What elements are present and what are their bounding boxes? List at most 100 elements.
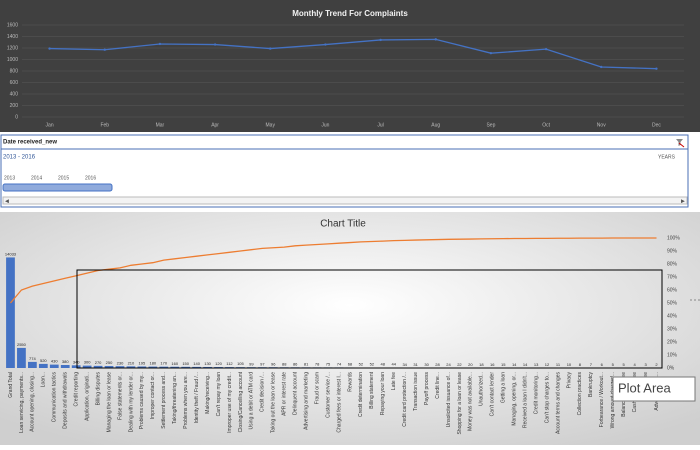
y2-tick-label: 40% [667,313,678,319]
trend-point [48,47,50,49]
y-tick-label: 200 [10,103,19,109]
x-tick-label: Aug [431,122,440,128]
bar [6,257,15,368]
timeline-year: 2015 [58,175,69,181]
trend-point [214,43,216,45]
y-tick-label: 800 [10,68,19,74]
y-tick-label: 600 [10,80,19,86]
data-label: 28 [435,362,440,367]
data-label: 78 [315,361,320,366]
x-tick-label: Problems caused by my... [139,372,145,429]
y2-tick-label: 30% [667,326,678,332]
data-label: 31 [413,362,418,367]
x-tick-label: Oct [542,122,550,128]
x-tick-label: Billing disputes [95,372,101,406]
x-tick-label: Making/receiving... [205,372,211,414]
bar [50,365,59,368]
data-label: 105 [237,361,244,366]
x-tick-label: Feb [100,122,109,128]
data-label: 99 [249,361,254,366]
x-tick-label: Bankruptcy [588,372,594,398]
slicer-level[interactable]: YEARS [658,154,676,160]
data-label: 130 [204,361,211,366]
trend-point [655,68,657,70]
bar [28,362,37,368]
slicer[interactable] [1,135,688,207]
scroll-left[interactable]: ◀ [5,198,9,204]
timeline-year: 2014 [31,175,42,181]
data-label: 74 [337,361,342,366]
scroll-right[interactable]: ▶ [681,198,685,204]
scrollbar[interactable] [3,197,687,204]
data-label: 68 [348,362,353,367]
slicer-range: 2013 - 2016 [3,155,36,161]
x-tick-label: May [266,122,276,128]
x-tick-label: Fraud or scam [314,372,320,404]
trend-point [379,39,381,41]
y-tick-label: 1000 [7,57,18,63]
timeline-year: 2016 [85,175,96,181]
data-label: 520 [40,358,47,363]
x-tick-label: Forbearance / Workout... [599,372,605,427]
x-tick-label: Credit card protection /... [402,372,408,427]
x-tick-label: Jan [46,122,54,128]
x-tick-label: Settlement process and... [161,372,167,429]
data-label: 20 [468,362,473,367]
x-tick-label: Credit reporting [74,372,80,407]
data-label: 97 [260,361,265,366]
x-tick-label: Unauthorized... [479,372,485,406]
data-label: 75 [326,361,331,366]
timeline-selection[interactable] [3,184,112,191]
data-label: 18 [479,362,484,367]
trend-point [269,47,271,49]
x-tick-label: Late fee [391,372,397,390]
x-tick-label: Can't stop charges to... [544,372,550,423]
data-label: 300 [84,360,91,365]
x-tick-label: Privacy [566,372,572,389]
data-label: 13 [534,362,539,367]
y2-tick-label: 0% [667,365,675,371]
x-tick-label: Collection practices [577,372,583,416]
x-tick-label: Account opening, closing... [30,372,36,432]
x-tick-label: Received a loan I didn't... [522,372,528,428]
x-tick-label: Closing/Cancelling account [238,371,244,432]
x-tick-label: Advertising and marketing [303,372,309,430]
y2-tick-label: 50% [667,300,678,306]
x-tick-label: Getting a loan [501,372,507,403]
chart-title: Chart Title [320,219,366,230]
data-label: 86 [293,361,298,366]
x-tick-label: Managing the loan or lease [106,372,112,433]
x-tick-label: Identity theft / Fraud /... [194,372,200,423]
data-label: 34 [402,362,407,367]
data-label: 15 [501,362,506,367]
data-label: 16 [490,362,495,367]
data-label: 14 [523,362,528,367]
x-tick-label: Dec [652,122,661,128]
data-label: 48 [381,362,386,367]
data-label: 44 [391,362,396,367]
x-tick-label: Loan... [41,372,47,387]
x-tick-label: Dealing with my lender or... [128,372,134,432]
data-label: 24 [446,362,451,367]
data-label: 430 [51,359,58,364]
data-label: 150 [182,361,189,366]
x-tick-label: Grand Total [8,372,14,398]
trend-point [324,43,326,45]
x-tick-label: Improper use of my credit... [227,372,233,433]
x-tick-label: Charged fees or interest I... [336,372,342,433]
x-tick-label: Money was not available... [468,372,474,431]
x-tick-label: Billing statement [369,371,375,408]
data-label: 52 [359,362,364,367]
trend-point [104,49,106,51]
y2-tick-label: 80% [667,261,678,267]
x-tick-label: Account terms and changes [555,372,561,434]
trend-point [159,43,161,45]
data-label: 774 [29,356,36,361]
x-tick-label: Problems when you are... [183,372,189,429]
y-tick-label: 1600 [7,22,18,28]
x-tick-label: Rewards [347,372,353,392]
y-tick-label: 1400 [7,34,18,40]
data-label: 120 [215,361,222,366]
y-tick-label: 400 [10,91,19,97]
